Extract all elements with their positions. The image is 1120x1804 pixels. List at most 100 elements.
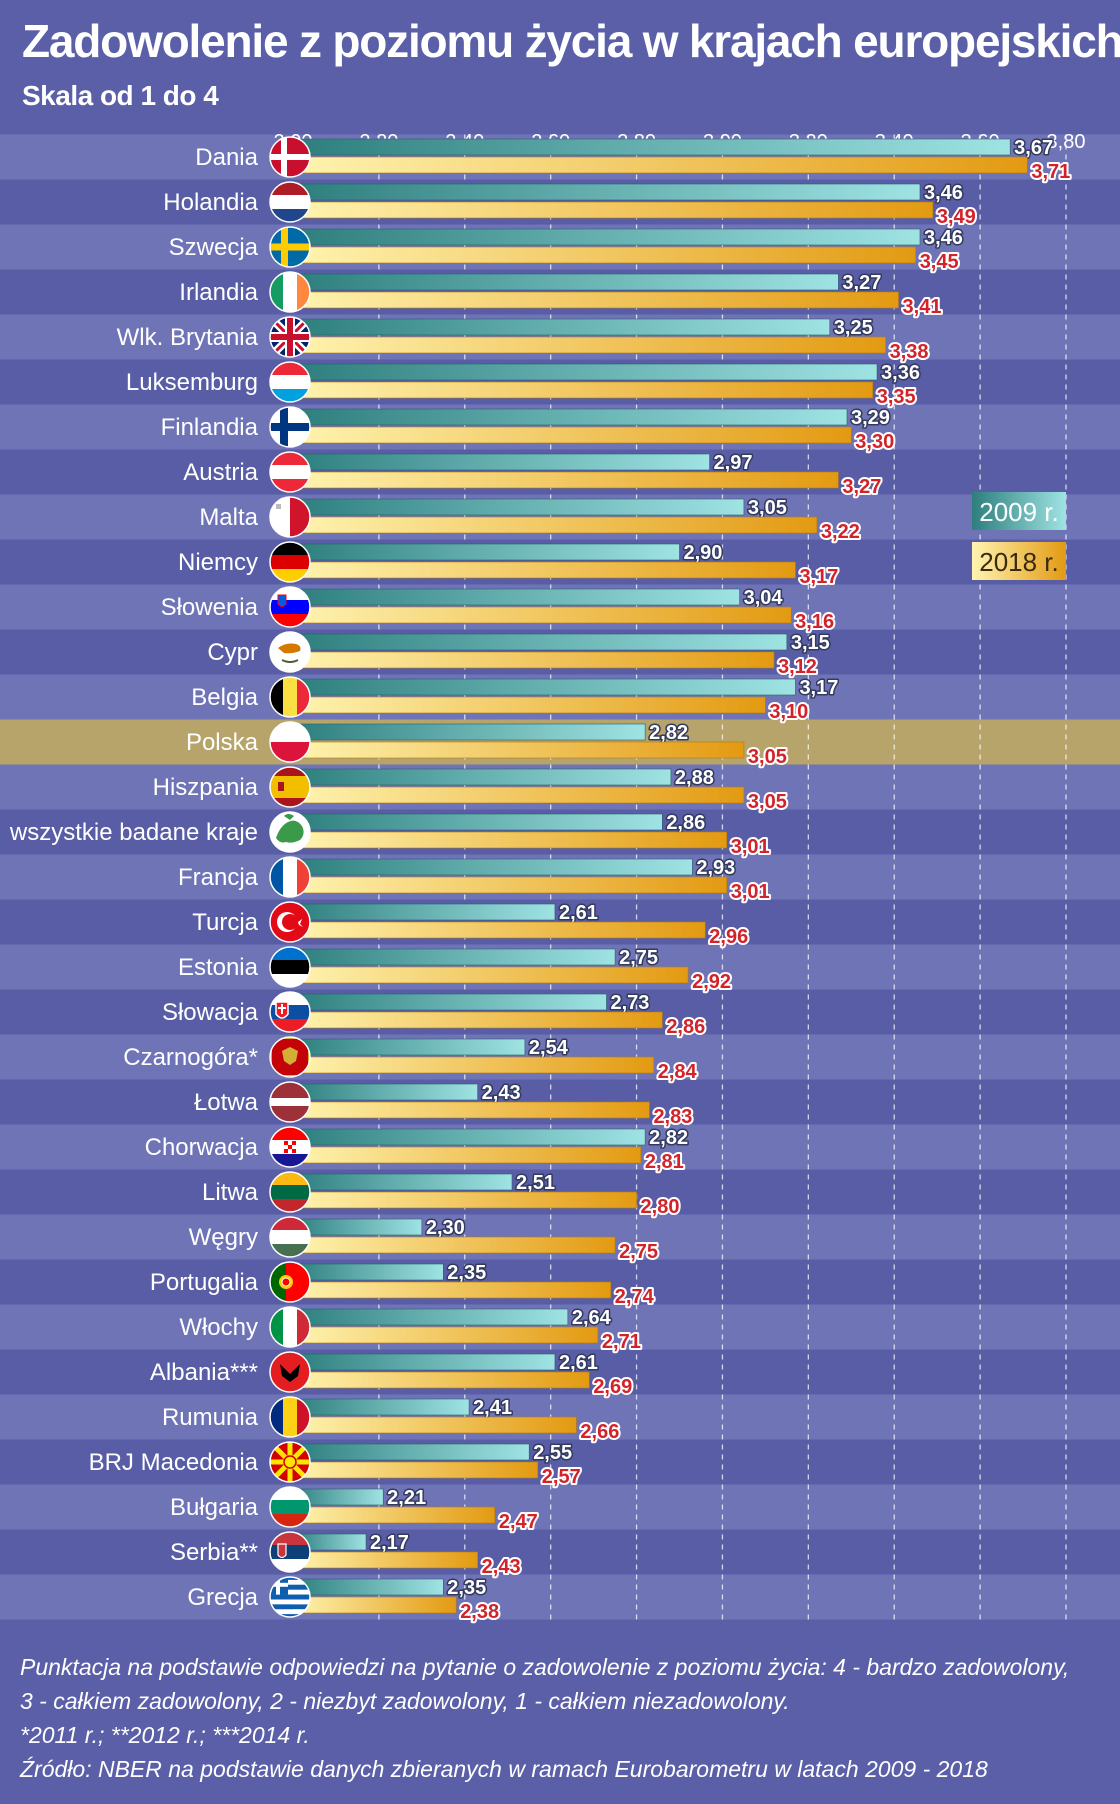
- bar-2018: [292, 246, 916, 264]
- bar-2018: [292, 336, 886, 354]
- bar-row: 3,25 3,38: [292, 316, 931, 365]
- value-label-2009: 2,61: [559, 902, 598, 924]
- flag-montenegro-icon: [269, 1036, 311, 1078]
- flag-belgium-icon: [269, 676, 311, 718]
- bar-row: 2,17 2,43: [292, 1531, 523, 1580]
- footer-note-line1: Punktacja na podstawie odpowiedzi na pyt…: [20, 1654, 1070, 1680]
- value-label-2009: 2,93: [696, 857, 735, 879]
- bar-2009: [292, 1038, 526, 1056]
- country-label: Węgry: [189, 1224, 258, 1251]
- value-label-2009: 2,82: [649, 1127, 688, 1149]
- bar-row: 2,86 3,01: [292, 811, 772, 860]
- bar-2018: [292, 471, 839, 489]
- bar-2018: [292, 606, 792, 624]
- value-label-2009: 2,82: [649, 722, 688, 744]
- value-label-2018: 3,27: [842, 476, 881, 498]
- bar-row: 2,73 2,86: [292, 991, 707, 1040]
- bar-2009: [292, 768, 672, 786]
- value-label-2009: 2,90: [684, 542, 723, 564]
- bar-2018: [292, 381, 874, 399]
- country-label: Grecja: [187, 1584, 258, 1611]
- legend-label-2018: 2018 r.: [979, 547, 1059, 577]
- country-label: Szwecja: [169, 234, 259, 261]
- bar-2018: [292, 1236, 616, 1254]
- value-label-2009: 2,55: [533, 1442, 572, 1464]
- value-label-2018: 2,57: [542, 1466, 581, 1488]
- value-label-2018: 2,74: [615, 1286, 655, 1308]
- bar-2018: [292, 561, 796, 579]
- bar-row: 2,75 2,92: [292, 946, 733, 995]
- bar-2009: [292, 318, 831, 336]
- bar-2009: [292, 363, 878, 381]
- value-label-2018: 2,66: [580, 1421, 619, 1443]
- value-label-2018: 2,81: [645, 1151, 684, 1173]
- legend-swatch-2009: [972, 492, 1066, 530]
- country-label: BRJ Macedonia: [89, 1449, 259, 1476]
- bar-row: 2,352,38: [292, 1576, 501, 1625]
- flag-ireland-icon: [269, 271, 311, 313]
- value-label-2018: 3,30: [855, 431, 894, 453]
- value-label-2009: 2,41: [473, 1397, 512, 1419]
- value-label-2009: 2,75: [619, 947, 658, 969]
- bar-row: 2,612,69: [292, 1351, 634, 1400]
- bar-row: 2,54 2,84: [292, 1036, 700, 1085]
- flag-serbia-icon: [269, 1531, 311, 1573]
- value-label-2009: 2,43: [482, 1082, 521, 1104]
- footer: Punktacja na podstawie odpowiedzi na pyt…: [20, 1650, 1110, 1786]
- bar-row: 3,363,35: [292, 361, 921, 410]
- country-label: Austria: [183, 459, 258, 486]
- bar-2009: [292, 1443, 530, 1461]
- bar-2018: [292, 426, 852, 444]
- value-label-2018: 3,16: [795, 611, 834, 633]
- bar-2009: [292, 1308, 569, 1326]
- flag-netherlands-icon: [269, 181, 311, 223]
- value-label-2018: 3,41: [903, 296, 942, 318]
- bar-2018: [292, 1551, 478, 1569]
- bar-2009: [292, 1578, 444, 1596]
- flag-germany-icon: [269, 541, 311, 583]
- flag-denmark-icon: [269, 136, 311, 178]
- value-label-2018: 3,05: [748, 746, 787, 768]
- flag-austria-icon: [269, 451, 311, 493]
- value-label-2009: 3,27: [842, 272, 881, 294]
- flag-luxembourg-icon: [269, 361, 311, 403]
- flag-estonia-icon: [269, 946, 311, 988]
- row-stripe: [0, 1439, 1120, 1485]
- value-label-2018: 3,01: [731, 836, 770, 858]
- bar-2009: [292, 588, 740, 606]
- value-label-2018: 3,10: [769, 701, 808, 723]
- country-label: Hiszpania: [153, 774, 259, 801]
- value-label-2009: 3,67: [1014, 137, 1053, 159]
- value-label-2009: 3,15: [791, 632, 830, 654]
- country-label: Malta: [199, 504, 258, 531]
- footer-note-line2: 3 - całkiem zadowolony, 2 - niezbyt zado…: [20, 1688, 790, 1714]
- country-label: Dania: [195, 144, 258, 171]
- value-label-2018: 3,17: [799, 566, 838, 588]
- value-label-2018: 2,83: [653, 1106, 692, 1128]
- country-label: Turcja: [192, 909, 258, 936]
- country-label: Irlandia: [179, 279, 258, 306]
- bar-row: 2,21 2,47: [292, 1486, 540, 1535]
- bar-2018: [292, 1326, 599, 1344]
- bar-row: 2,30 2,75: [292, 1216, 660, 1265]
- bar-2018: [292, 201, 934, 219]
- bar-2018: [292, 1056, 655, 1074]
- bar-2018: [292, 1506, 496, 1524]
- bar-2018: [292, 696, 766, 714]
- value-label-2009: 3,05: [748, 497, 787, 519]
- bar-chart: 2,002,202,402,602,803,003,203,403,603,80…: [0, 131, 1120, 1625]
- country-label: Estonia: [178, 954, 259, 981]
- chart-title: Zadowolenie z poziomu życia w krajach eu…: [22, 15, 1120, 67]
- flag-croatia-icon: [269, 1126, 311, 1168]
- value-label-2018: 2,84: [658, 1061, 698, 1083]
- country-label: Czarnogóra*: [123, 1044, 258, 1071]
- flag-slovakia-icon: [269, 991, 311, 1033]
- bar-2018: [292, 1461, 539, 1479]
- bar-2009: [292, 498, 745, 516]
- value-label-2018: 2,86: [666, 1016, 705, 1038]
- europe-map-icon: [269, 811, 311, 853]
- bar-2009: [292, 1083, 478, 1101]
- value-label-2018: 3,38: [890, 341, 929, 363]
- bar-2009: [292, 858, 693, 876]
- country-label: Francja: [178, 864, 259, 891]
